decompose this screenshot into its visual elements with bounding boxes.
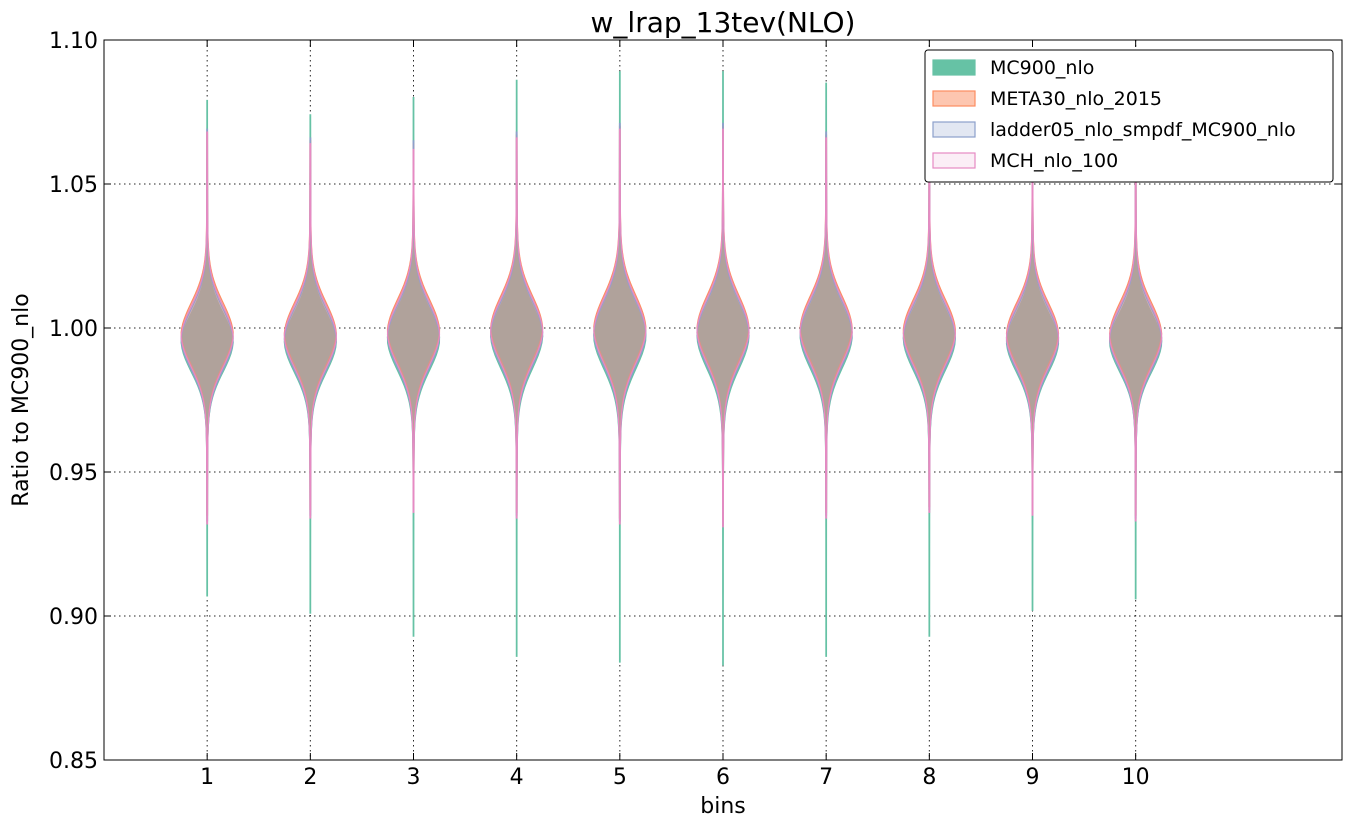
- violin-4-bin-6: [696, 128, 750, 528]
- y-tick-label: 1.05: [49, 173, 98, 198]
- legend-label: MC900_nlo: [990, 57, 1094, 79]
- legend-box: [924, 49, 1334, 183]
- violin-4-bin-1: [180, 131, 234, 525]
- legend: MC900_nlo META30_nlo_2015 ladder05_nlo_smp…: [924, 49, 1334, 183]
- x-axis-ticks: 1 2 3 4 5 6 7 8 9 10: [200, 40, 1150, 790]
- chart-title: w_lrap_13tev(NLO): [591, 6, 856, 39]
- x-tick-label: 6: [716, 765, 730, 790]
- x-tick-label: 7: [819, 765, 833, 790]
- violin-3-bin-3: [386, 140, 441, 511]
- y-tick-label: 0.95: [49, 461, 98, 486]
- legend-swatch: [932, 59, 976, 76]
- x-tick-label: 5: [613, 765, 627, 790]
- violin-3-bin-1: [180, 128, 234, 522]
- x-tick-label: 3: [407, 765, 421, 790]
- x-tick-label: 8: [922, 765, 936, 790]
- violin-4-bin-10: [1109, 145, 1163, 522]
- violin-4-bin-8: [902, 145, 956, 513]
- x-tick-label: 10: [1122, 765, 1150, 790]
- violin-3-bin-7: [799, 131, 853, 516]
- violin-4-bin-9: [1005, 151, 1060, 516]
- violin-3-bin-2: [283, 137, 337, 516]
- violin-4-bin-2: [283, 143, 337, 519]
- y-tick-label: 0.90: [49, 605, 98, 630]
- violin-3-bin-4: [490, 131, 544, 516]
- legend-label: ladder05_nlo_smpdf_MC900_nlo: [990, 119, 1296, 141]
- violin-3-bin-5: [593, 122, 647, 522]
- violin-4-bin-5: [593, 128, 647, 525]
- legend-label: META30_nlo_2015: [990, 88, 1162, 110]
- legend-swatch: [932, 152, 976, 169]
- violin-4-bin-3: [386, 148, 441, 513]
- y-tick-label: 0.85: [49, 749, 98, 774]
- legend-label: MCH_nlo_100: [990, 150, 1118, 172]
- y-axis-ticks: 0.85 0.90 0.95 1.00 1.05 1.10: [49, 29, 1342, 774]
- violin-series-3: [180, 122, 1163, 525]
- x-tick-label: 4: [510, 765, 524, 790]
- x-tick-label: 9: [1026, 765, 1040, 790]
- violin-4-bin-4: [490, 137, 544, 519]
- y-tick-label: 1.00: [49, 317, 98, 342]
- x-tick-label: 1: [200, 765, 214, 790]
- violin-4-bin-7: [799, 137, 853, 519]
- x-tick-label: 2: [303, 765, 317, 790]
- legend-swatch: [932, 121, 976, 138]
- violin-series-4: [180, 128, 1163, 528]
- x-axis-label: bins: [700, 794, 745, 819]
- legend-swatch: [932, 90, 976, 107]
- y-tick-label: 1.10: [49, 29, 98, 54]
- y-axis-label: Ratio to MC900_nlo: [9, 293, 34, 506]
